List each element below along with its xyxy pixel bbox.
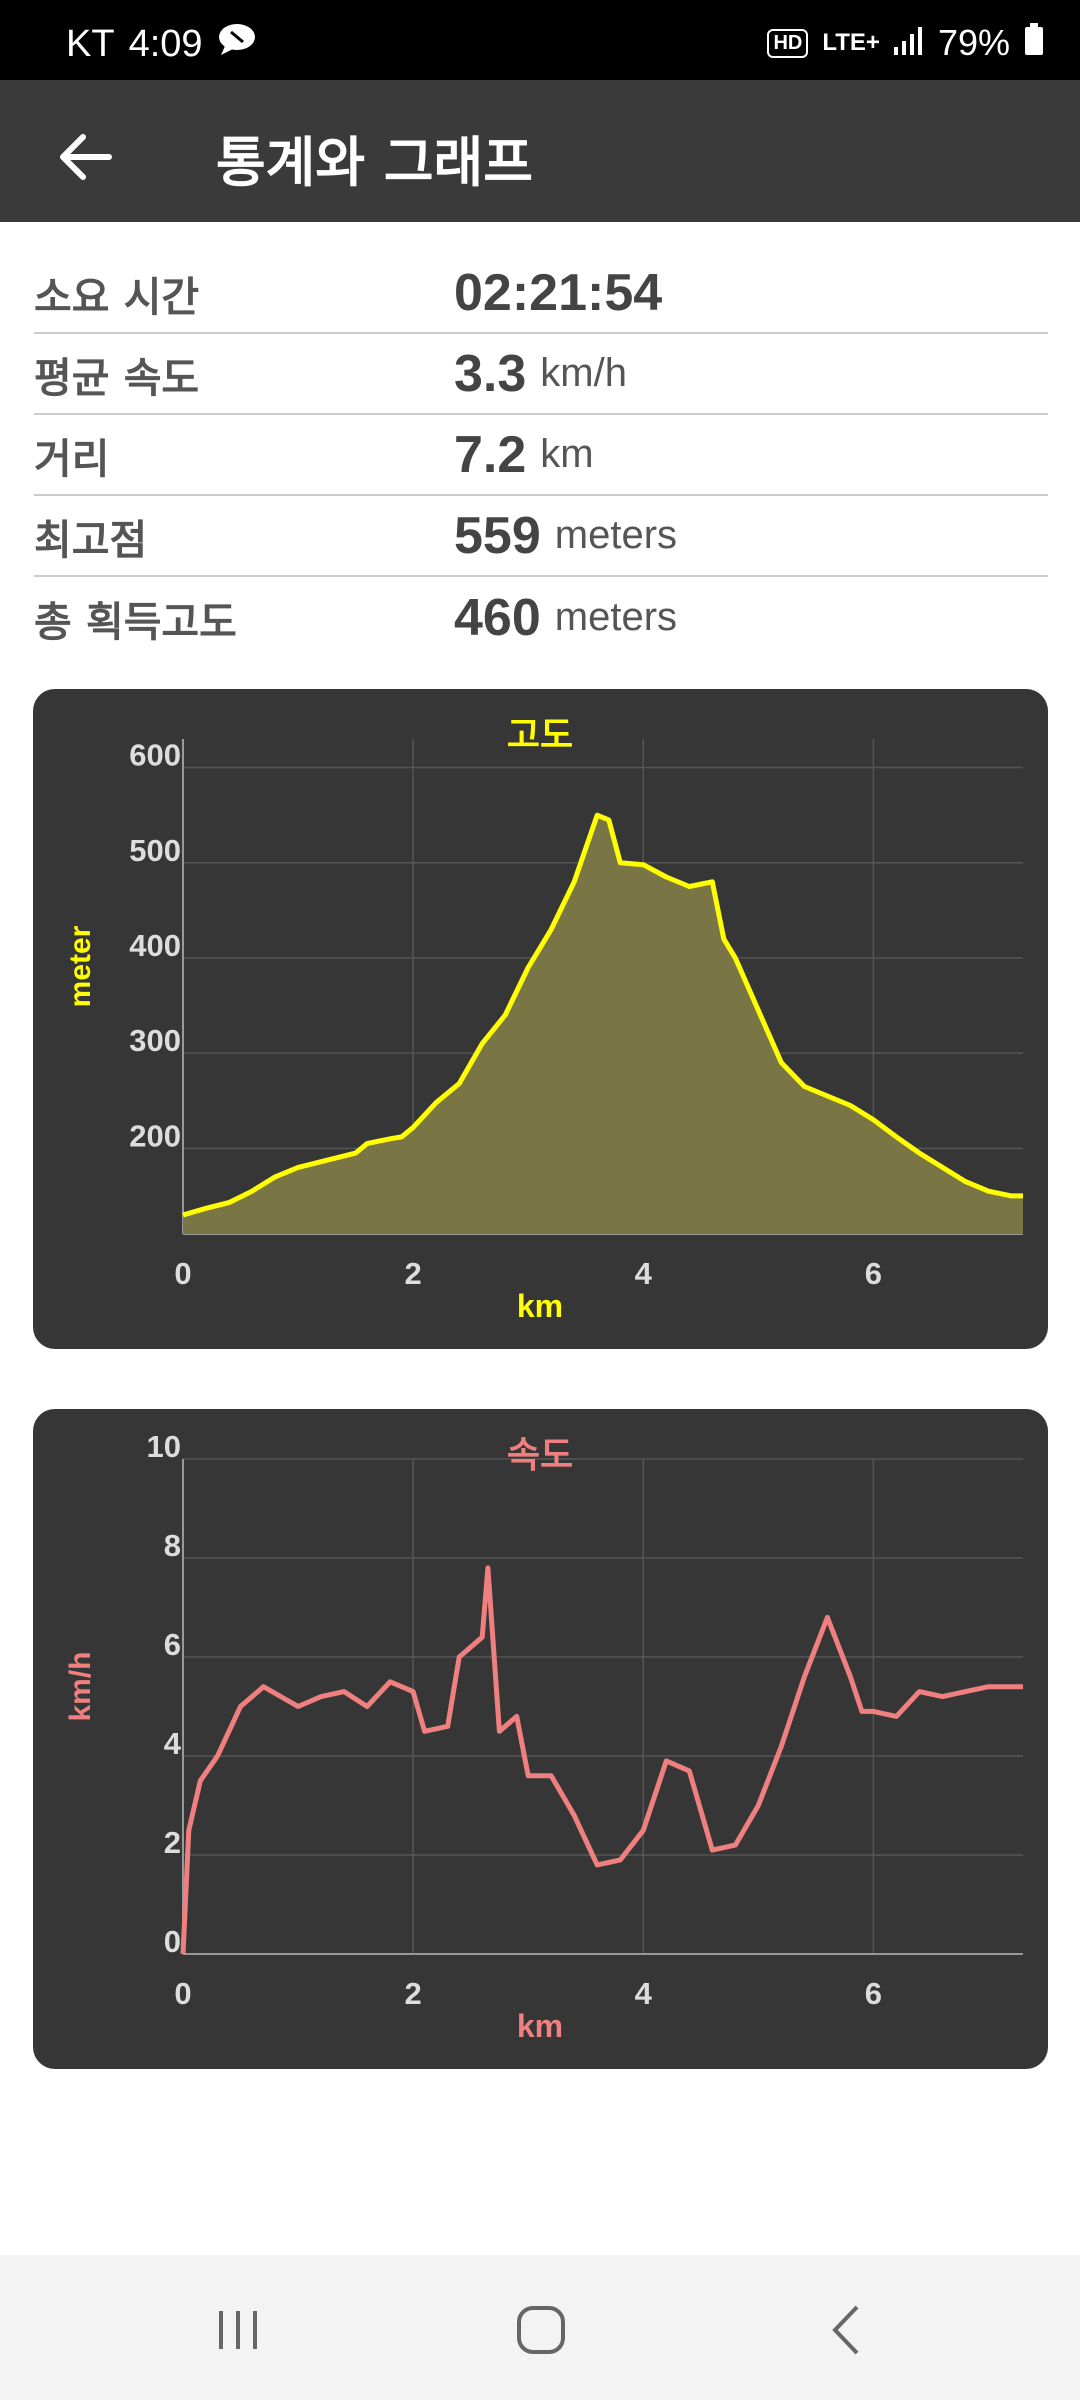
x-tick-label: 6	[865, 1976, 882, 2011]
stat-unit: km/h	[540, 351, 627, 395]
y-tick-label: 200	[129, 1118, 181, 1153]
stat-row-elevation-gain: 총 획득고도 460 meters	[34, 577, 1048, 658]
y-axis-label: meter	[64, 925, 97, 1007]
back-button[interactable]	[40, 112, 130, 202]
y-tick-label: 10	[147, 1429, 181, 1464]
y-tick-label: 400	[129, 928, 181, 963]
stat-label: 최고점	[34, 515, 148, 564]
status-left: KT 4:09	[66, 22, 257, 66]
x-tick-label: 2	[405, 1256, 422, 1291]
home-button[interactable]	[496, 2295, 586, 2365]
x-axis-label: km	[517, 1288, 563, 1324]
stat-row-max-elevation: 최고점 559 meters	[34, 496, 1048, 577]
stat-label: 거리	[34, 434, 110, 483]
speed-chart-card: 0 2 4 6 0 2 4 6 8 10 속도 km km/h	[33, 1409, 1048, 2069]
recent-apps-icon	[219, 2311, 257, 2349]
system-nav-bar	[0, 2255, 1080, 2400]
stat-label: 소요 시간	[34, 272, 200, 321]
stat-value: 7.2	[454, 425, 527, 484]
y-tick-label: 500	[129, 833, 181, 868]
elevation-chart-card: 0 2 4 6 200 300 400 500 600 고도 km meter	[33, 689, 1048, 1349]
clock: 4:09	[128, 22, 203, 65]
stat-unit: km	[540, 432, 594, 476]
app-bar: 통계와 그래프	[0, 80, 1080, 222]
x-tick-label: 6	[865, 1256, 882, 1291]
y-tick-label: 0	[164, 1924, 181, 1959]
elevation-chart: 0 2 4 6 200 300 400 500 600 고도 km meter	[64, 715, 1023, 1324]
stat-row-distance: 거리 7.2 km	[34, 415, 1048, 496]
series-area	[183, 815, 1023, 1234]
status-right: HD LTE+ 79%	[767, 22, 1044, 64]
speed-chart: 0 2 4 6 0 2 4 6 8 10 속도 km km/h	[64, 1429, 1023, 2044]
y-tick-label: 300	[129, 1023, 181, 1058]
chat-bubble-icon	[217, 22, 257, 66]
arrow-left-icon	[60, 134, 112, 180]
x-tick-label: 0	[174, 1256, 191, 1291]
hd-voice-badge: HD	[767, 28, 809, 58]
x-tick-label: 4	[635, 1256, 653, 1291]
series-line	[182, 812, 1023, 1218]
home-icon	[517, 2306, 565, 2354]
nav-back-button[interactable]	[800, 2295, 890, 2365]
stat-unit: meters	[554, 595, 678, 639]
stats-table: 소요 시간 02:21:54 평균 속도 3.3 km/h 거리 7.2 km …	[34, 253, 1048, 658]
page-title: 통계와 그래프	[216, 131, 533, 194]
y-tick-label: 8	[164, 1528, 181, 1563]
signal-icon	[893, 22, 924, 64]
x-tick-label: 4	[635, 1976, 653, 2011]
carrier-label: KT	[66, 22, 115, 65]
series-line	[180, 1565, 1023, 1955]
stat-label: 총 획득고도	[34, 597, 237, 646]
stat-row-duration: 소요 시간 02:21:54	[34, 253, 1048, 334]
y-tick-label: 6	[164, 1627, 181, 1662]
battery-icon	[1024, 22, 1044, 64]
y-tick-label: 600	[129, 738, 181, 773]
chart-title: 속도	[507, 1435, 573, 1476]
battery-percent: 79%	[937, 22, 1010, 63]
stat-unit: meters	[554, 513, 678, 557]
stat-row-avg-speed: 평균 속도 3.3 km/h	[34, 334, 1048, 415]
y-axis-label: km/h	[64, 1651, 97, 1721]
stat-label: 평균 속도	[34, 353, 200, 402]
y-tick-label: 2	[164, 1825, 181, 1860]
stat-value: 559	[454, 506, 541, 565]
chevron-left-icon	[832, 2305, 859, 2355]
stat-value: 460	[454, 588, 541, 647]
stat-value: 3.3	[454, 344, 527, 403]
y-tick-label: 4	[164, 1726, 182, 1761]
x-axis-label: km	[517, 2008, 563, 2044]
network-type: LTE+	[822, 29, 880, 56]
recent-apps-button[interactable]	[193, 2295, 283, 2365]
x-tick-label: 0	[174, 1976, 191, 2011]
stat-value: 02:21:54	[454, 263, 663, 322]
x-tick-label: 2	[405, 1976, 422, 2011]
status-bar: KT 4:09 HD LTE+ 79%	[0, 0, 1080, 80]
chart-title: 고도	[507, 715, 573, 756]
